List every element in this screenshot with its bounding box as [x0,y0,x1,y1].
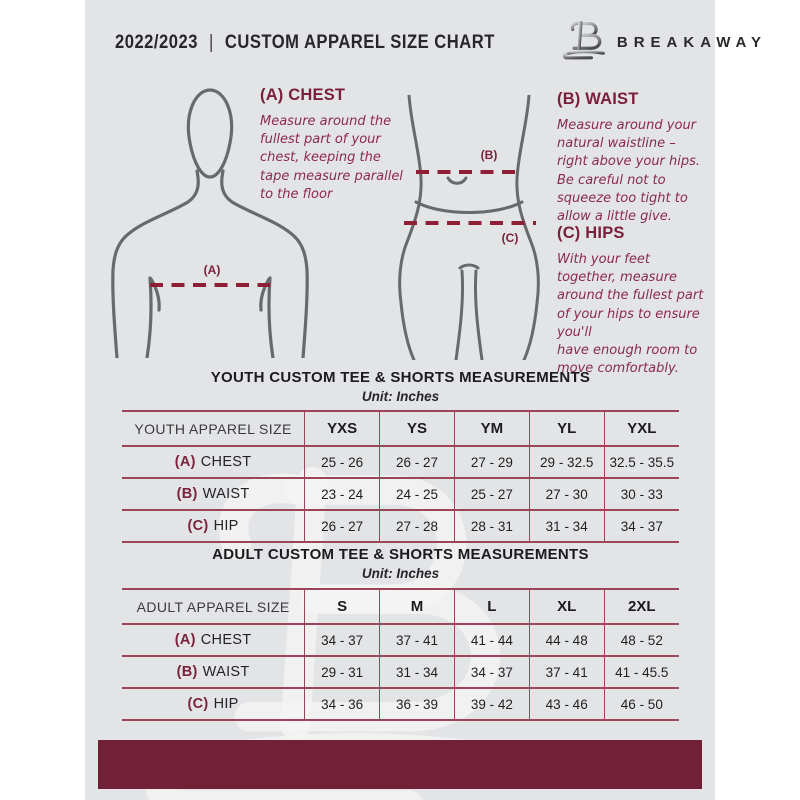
waist-heading: (B) WAIST [557,90,639,108]
adult-size-column-header: ADULT APPAREL SIZE [122,588,305,625]
adult-header-row: ADULT APPAREL SIZE S M L XL 2XL [122,588,679,625]
chest-body-text: Measure around the fullest part of your … [260,114,403,202]
youth-size-table: YOUTH APPAREL SIZE YXS YS YM YL YXL (A) C… [122,410,679,543]
cell-value: 23 - 24 [304,478,380,511]
youth-section-header: YOUTH CUSTOM TEE & SHORTS MEASUREMENTS U… [122,369,679,404]
footer-bar [98,740,702,789]
cell-value: 39 - 42 [453,688,530,721]
cell-value: 34 - 37 [603,510,679,543]
brand-lockup: BREAKAWAY [562,19,767,66]
hips-instructions: (C) HIPS With your feet together, measur… [557,224,709,378]
waist-instructions: (B) WAIST Measure around your natural wa… [557,90,707,226]
cell-value: 26 - 27 [379,446,455,479]
youth-table-title: YOUTH CUSTOM TEE & SHORTS MEASUREMENTS [210,369,591,386]
size-ym: YM [453,410,530,447]
row-marker: (B) [176,486,198,502]
cell-value: 29 - 31 [304,656,380,689]
row-marker: (B) [176,664,198,680]
cell-value: 29 - 32.5 [528,446,605,479]
brand-name: BREAKAWAY [616,33,768,51]
title-text: CUSTOM APPAREL SIZE CHART [224,30,495,53]
size-xl: XL [528,588,605,625]
size-yxs: YXS [304,410,380,447]
hips-heading: (C) HIPS [557,224,625,242]
youth-header-row: YOUTH APPAREL SIZE YXS YS YM YL YXL [122,410,679,447]
cell-value: 25 - 26 [304,446,380,479]
size-l: L [453,588,530,625]
cell-value: 46 - 50 [603,688,679,721]
adult-section-header: ADULT CUSTOM TEE & SHORTS MEASUREMENTS U… [122,546,679,581]
season-label: 2022/2023 [115,30,198,53]
document-header: 2022/2023 | CUSTOM APPAREL SIZE CHART [115,20,761,64]
cell-value: 27 - 28 [379,510,455,543]
title-separator: | [208,30,214,53]
row-marker: (A) [174,454,196,470]
row-label: WAIST [202,486,250,502]
waist-body-text: Measure around your natural waistline – … [557,118,701,224]
row-label: HIP [213,696,239,712]
cell-value: 37 - 41 [379,624,455,657]
adult-size-table: ADULT APPAREL SIZE S M L XL 2XL (A) CHEST… [122,588,679,721]
cell-value: 43 - 46 [528,688,605,721]
row-label: HIP [213,518,239,534]
cell-value: 32.5 - 35.5 [603,446,679,479]
page-background: 2022/2023 | CUSTOM APPAREL SIZE CHART [85,0,761,800]
size-2xl: 2XL [603,588,679,625]
table-row-youth-chest: (A) CHEST 25 - 26 26 - 27 27 - 29 29 - 32… [122,446,679,479]
waist-marker-label: (B) [481,148,498,162]
cell-value: 36 - 39 [379,688,455,721]
chest-marker-label: (A) [204,263,221,277]
cell-value: 27 - 30 [528,478,605,511]
table-row-adult-waist: (B) WAIST 29 - 31 31 - 34 34 - 37 37 - 41… [122,656,679,689]
adult-unit-label: Unit: Inches [361,566,440,581]
youth-unit-label: Unit: Inches [361,389,440,404]
lower-body-diagram: (B) (C) [390,93,548,362]
cell-value: 34 - 36 [304,688,380,721]
chest-heading: (A) CHEST [260,86,346,104]
size-s: S [304,588,380,625]
row-label: CHEST [200,632,252,648]
cell-value: 24 - 25 [379,478,455,511]
cell-value: 48 - 52 [603,624,679,657]
row-label: WAIST [202,664,250,680]
size-ys: YS [379,410,455,447]
cell-value: 34 - 37 [453,656,530,689]
size-yl: YL [528,410,605,447]
table-row-youth-hip: (C) HIP 26 - 27 27 - 28 28 - 31 31 - 34 3… [122,510,679,543]
row-marker: (C) [187,518,209,534]
cell-value: 37 - 41 [528,656,605,689]
chest-instructions: (A) CHEST Measure around the fullest par… [260,86,408,204]
cell-value: 31 - 34 [528,510,605,543]
youth-size-column-header: YOUTH APPAREL SIZE [122,410,305,447]
cell-value: 44 - 48 [528,624,605,657]
table-row-adult-chest: (A) CHEST 34 - 37 37 - 41 41 - 44 44 - 48… [122,624,679,657]
hip-marker-label: (C) [502,231,519,245]
cell-value: 26 - 27 [304,510,380,543]
cell-value: 34 - 37 [304,624,380,657]
cell-value: 41 - 44 [453,624,530,657]
cell-value: 28 - 31 [453,510,530,543]
cell-value: 27 - 29 [453,446,530,479]
breakaway-logo-icon [562,19,608,66]
cell-value: 30 - 33 [603,478,679,511]
table-row-youth-waist: (B) WAIST 23 - 24 24 - 25 25 - 27 27 - 30… [122,478,679,511]
cell-value: 25 - 27 [453,478,530,511]
size-yxl: YXL [603,410,679,447]
adult-table-title: ADULT CUSTOM TEE & SHORTS MEASUREMENTS [212,546,589,563]
cell-value: 41 - 45.5 [603,656,679,689]
hips-body-text: With your feet together, measure around … [557,252,704,377]
cell-value: 31 - 34 [379,656,455,689]
upper-body-diagram: (A) [110,80,310,360]
row-label: CHEST [200,454,252,470]
row-marker: (C) [187,696,209,712]
table-row-adult-hip: (C) HIP 34 - 36 36 - 39 39 - 42 43 - 46 4… [122,688,679,721]
row-marker: (A) [174,632,196,648]
size-m: M [379,588,455,625]
document-title: 2022/2023 | CUSTOM APPAREL SIZE CHART [115,31,495,54]
